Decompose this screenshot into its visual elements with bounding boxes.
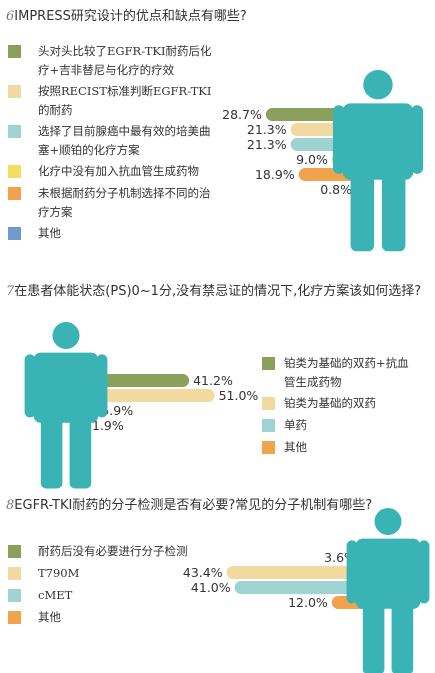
legend-item: 其他 <box>262 438 412 460</box>
legend-item: 单药 <box>262 416 412 438</box>
legend-item: 耐药后没有必要进行分子检测 <box>8 542 218 564</box>
question-6-number: 6 <box>6 9 15 24</box>
chart8-person-figure-left-arm <box>346 540 358 604</box>
legend-item: 铂类为基础的双药 <box>262 394 412 416</box>
chart6-value-label: 0.8% <box>320 182 352 197</box>
chart6-person-figure-right-arm <box>411 105 424 174</box>
legend-swatch <box>262 441 275 454</box>
legend-item: T790M <box>8 564 218 586</box>
legend-label: 选择了目前腺癌中最有效的培美曲塞+顺铂的化疗方案 <box>38 124 211 157</box>
chart7-person-figure-right-leg <box>69 416 92 489</box>
legend-swatch <box>8 125 21 138</box>
question-8-number: 8 <box>6 498 15 513</box>
legend-swatch <box>8 545 21 558</box>
legend-swatch <box>8 567 21 580</box>
legend-8: 耐药后没有必要进行分子检测 T790M cMET 其他 <box>8 542 218 630</box>
chart7-value-label: 5.9% <box>101 403 133 418</box>
legend-label: 未根据耐药分子机制选择不同的治疗方案 <box>38 186 211 219</box>
question-7-title: 7在患者体能状态(PS)0~1分,没有禁忌证的情况下,化疗方案该如何选择? <box>6 282 426 301</box>
chart6-person-figure-left-arm <box>332 105 345 174</box>
chart7-person-figure-left-arm <box>24 354 36 418</box>
legend-label: T790M <box>38 566 80 580</box>
chart6-value-label: 21.3% <box>247 137 287 152</box>
question-8-title: 8EGFR-TKI耐药的分子检测是否有必要?常见的分子机制有哪些? <box>6 496 426 515</box>
legend-swatch <box>262 357 275 370</box>
question-8-text: EGFR-TKI耐药的分子检测是否有必要?常见的分子机制有哪些? <box>14 498 373 513</box>
legend-label: 铂类为基础的双药 <box>284 396 376 410</box>
chart7-value-label: 41.2% <box>193 373 233 388</box>
chart8-person-figure-left-leg <box>362 602 385 673</box>
chart8-value-label: 12.0% <box>288 595 328 610</box>
legend-label: 头对头比较了EGFR-TKI耐药后化疗+吉非替尼与化疗的疗效 <box>38 44 212 77</box>
question-7-text: 在患者体能状态(PS)0~1分,没有禁忌证的情况下,化疗方案该如何选择? <box>14 284 422 299</box>
legend-item: 头对头比较了EGFR-TKI耐药后化疗+吉非替尼与化疗的疗效 <box>8 42 218 82</box>
legend-label: 单药 <box>284 418 307 432</box>
chart8-person-figure-right-leg <box>391 602 414 673</box>
legend-label: 铂类为基础的双药+抗血管生成药物 <box>284 356 409 389</box>
legend-item: 其他 <box>8 608 218 630</box>
chart8-bar <box>234 581 372 594</box>
chart8-value-label: 41.0% <box>191 580 231 595</box>
legend-item: 按照RECIST标准判断EGFR-TKI的耐药 <box>8 82 218 122</box>
chart8-bar <box>226 566 372 579</box>
chart6-value-label: 21.3% <box>247 122 287 137</box>
legend-swatch <box>262 397 275 410</box>
chart8-person-figure-torso <box>355 538 421 609</box>
legend-swatch <box>8 45 21 58</box>
chart6-value-label: 9.0% <box>296 152 328 167</box>
chart6-value-label: 28.7% <box>222 107 262 122</box>
legend-label: 化疗中没有加入抗血管生成药物 <box>38 164 199 178</box>
chart6-person-figure-torso <box>342 103 414 180</box>
legend-item: 铂类为基础的双药+抗血管生成药物 <box>262 354 412 394</box>
chart7-bar <box>82 389 215 402</box>
legend-swatch <box>8 611 21 624</box>
legend-swatch <box>8 227 21 240</box>
legend-swatch <box>8 589 21 602</box>
question-6-text: IMPRESS研究设计的优点和缺点有哪些? <box>14 9 247 24</box>
chart7-value-label: 1.9% <box>92 418 124 433</box>
chart8-person-figure-head <box>374 508 402 535</box>
legend-label: 其他 <box>284 440 307 454</box>
chart6-person-figure-left-leg <box>350 172 375 252</box>
chart7-value-label: 51.0% <box>219 388 259 403</box>
chart7-person-figure-torso <box>33 352 99 423</box>
chart7-bar <box>82 374 190 387</box>
legend-item: 未根据耐药分子机制选择不同的治疗方案 <box>8 184 218 224</box>
chart6-value-label: 18.9% <box>255 167 295 182</box>
legend-label: 其他 <box>38 226 61 240</box>
legend-item: 化疗中没有加入抗血管生成药物 <box>8 162 218 184</box>
legend-swatch <box>262 419 275 432</box>
chart7-person-figure-head <box>52 322 80 349</box>
legend-swatch <box>8 165 21 178</box>
legend-label: 按照RECIST标准判断EGFR-TKI的耐药 <box>38 84 212 117</box>
chart7-person-figure-left-leg <box>40 416 63 489</box>
chart6-person-figure-head <box>363 70 393 100</box>
legend-item: cMET <box>8 586 218 608</box>
legend-swatch <box>8 187 21 200</box>
question-7-number: 7 <box>6 284 15 299</box>
legend-label: cMET <box>38 588 73 602</box>
chart8-person-figure-right-arm <box>418 540 430 604</box>
question-6-title: 6IMPRESS研究设计的优点和缺点有哪些? <box>6 7 247 26</box>
chart7-person-figure-right-arm <box>96 354 108 418</box>
legend-7: 铂类为基础的双药+抗血管生成药物 铂类为基础的双药 单药 其他 <box>262 354 412 460</box>
legend-label: 其他 <box>38 610 61 624</box>
legend-6: 头对头比较了EGFR-TKI耐药后化疗+吉非替尼与化疗的疗效 按照RECIST标… <box>8 42 218 246</box>
chart8-value-label: 43.4% <box>183 565 223 580</box>
legend-item: 选择了目前腺癌中最有效的培美曲塞+顺铂的化疗方案 <box>8 122 218 162</box>
legend-swatch <box>8 85 21 98</box>
legend-label: 耐药后没有必要进行分子检测 <box>38 544 188 558</box>
legend-item: 其他 <box>8 224 218 246</box>
chart6-person-figure-right-leg <box>381 172 406 252</box>
